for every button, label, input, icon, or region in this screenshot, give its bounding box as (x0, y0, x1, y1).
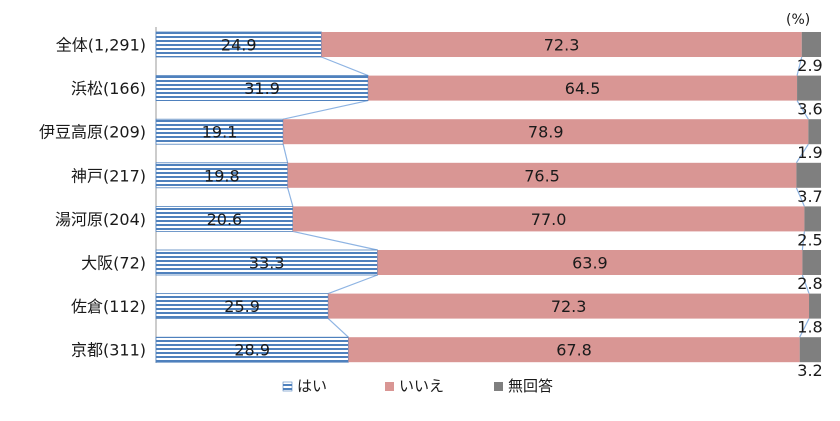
category-label: 伊豆高原(209) (39, 123, 146, 142)
series-line (287, 187, 294, 207)
legend-label-no: いいえ (399, 377, 444, 395)
bar-yes (155, 205, 294, 232)
bar-no (377, 250, 803, 275)
value-label-no-answer: 1.9 (797, 143, 822, 162)
series-lines (282, 56, 810, 338)
series-line (328, 274, 378, 295)
bars-group (155, 31, 821, 363)
bar-no-answer (797, 75, 821, 101)
value-label-yes: 25.9 (224, 297, 260, 316)
value-label-no: 78.9 (528, 123, 564, 142)
category-label: 京都(311) (71, 341, 146, 360)
value-label-yes: 19.1 (202, 123, 238, 142)
bar-no (292, 206, 805, 232)
series-line (321, 56, 369, 77)
value-label-no-answer: 1.8 (797, 318, 822, 337)
bar-yes (155, 75, 369, 101)
bar-no-answer (802, 250, 821, 275)
series-line (292, 230, 378, 251)
value-label-yes: 24.9 (221, 36, 257, 55)
bar-yes (155, 293, 329, 320)
value-label-no: 64.5 (565, 79, 601, 98)
bar-no-answer (801, 32, 821, 57)
series-line (796, 100, 809, 120)
series-line (801, 231, 805, 251)
legend-label-yes: はい (297, 377, 327, 395)
bar-no-answer (804, 206, 821, 232)
bar-yes (155, 336, 349, 363)
legend-swatch-no (385, 382, 394, 391)
category-labels-group: 全体(1,291) 浜松(166) 伊豆高原(209) 神戸(217) 湯河原(204)… (39, 36, 146, 360)
value-label-no: 72.3 (544, 36, 580, 55)
value-label-no-answer: 2.5 (797, 230, 822, 249)
value-label-no: 76.5 (524, 166, 560, 185)
bar-no-answer (796, 162, 821, 188)
bar-no-answer (809, 293, 821, 319)
value-label-no-answer: 3.6 (797, 100, 822, 119)
value-label-no-answer: 3.7 (797, 187, 822, 206)
bar-no (321, 32, 802, 57)
series-line (283, 100, 369, 120)
legend-label-no-answer: 無回答 (508, 377, 553, 395)
category-label: 全体(1,291) (56, 36, 146, 55)
value-label-yes: 33.3 (249, 254, 285, 273)
value-label-no: 72.3 (551, 297, 587, 316)
value-label-no: 63.9 (572, 254, 608, 273)
value-label-no-answer: 2.8 (797, 274, 822, 293)
series-line (327, 318, 349, 338)
legend-swatch-yes (282, 381, 293, 392)
legend-swatch-no-answer (494, 382, 503, 391)
value-label-yes: 31.9 (244, 79, 280, 98)
bar-no-answer (808, 119, 821, 145)
unit-label: (%) (786, 12, 810, 28)
value-labels-group: 24.9 72.3 2.9 31.9 64.5 3.6 19.1 78.9 1.9 19.8 76.… (202, 36, 823, 381)
bar-no (283, 119, 809, 145)
bar-no-answer (799, 337, 821, 363)
series-line (282, 144, 289, 163)
category-label: 神戸(217) (71, 166, 146, 185)
value-label-no-answer: 3.2 (797, 361, 822, 380)
series-line (795, 143, 809, 164)
value-label-yes: 20.6 (207, 210, 243, 229)
category-label: 湯河原(204) (55, 210, 146, 229)
category-label: 大阪(72) (81, 254, 146, 273)
value-label-yes: 19.8 (204, 166, 240, 185)
bar-yes (155, 31, 322, 58)
legend: はい いいえ 無回答 (282, 377, 553, 395)
series-line (799, 318, 810, 338)
category-label: 佐倉(112) (71, 297, 146, 316)
bar-no (287, 162, 797, 188)
bar-no (328, 293, 810, 319)
bar-yes (155, 162, 289, 189)
category-label: 浜松(166) (71, 79, 146, 98)
bar-no (368, 75, 798, 101)
series-line (801, 274, 810, 294)
value-label-no-answer: 2.9 (797, 56, 822, 75)
series-line (796, 56, 803, 76)
value-label-no: 77.0 (531, 210, 567, 229)
bar-no (348, 337, 800, 363)
series-line (795, 187, 805, 207)
value-label-no: 67.8 (556, 341, 592, 360)
value-label-yes: 28.9 (234, 341, 270, 360)
